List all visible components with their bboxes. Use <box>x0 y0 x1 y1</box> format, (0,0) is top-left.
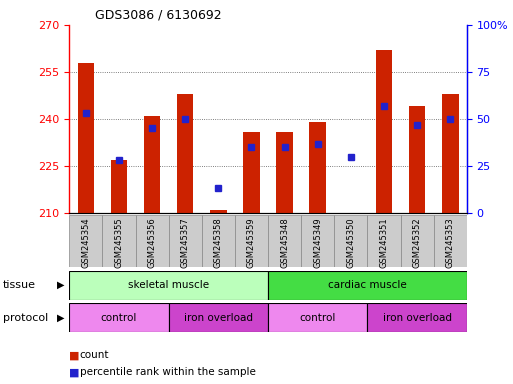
Bar <box>367 303 467 332</box>
Bar <box>442 94 459 213</box>
Text: iron overload: iron overload <box>383 313 451 323</box>
Text: GSM245352: GSM245352 <box>412 218 422 268</box>
Bar <box>243 132 260 213</box>
Bar <box>235 215 268 267</box>
Text: GSM245350: GSM245350 <box>346 218 356 268</box>
Bar <box>409 106 425 213</box>
Bar <box>268 303 367 332</box>
Bar <box>103 215 135 267</box>
Text: ■: ■ <box>69 367 80 377</box>
Text: cardiac muscle: cardiac muscle <box>328 280 407 290</box>
Bar <box>301 215 334 267</box>
Bar <box>169 215 202 267</box>
Text: ▶: ▶ <box>56 280 64 290</box>
Bar <box>268 215 301 267</box>
Text: GSM245356: GSM245356 <box>148 218 156 268</box>
Bar <box>69 215 103 267</box>
Text: GSM245349: GSM245349 <box>313 218 322 268</box>
Bar <box>268 271 467 300</box>
Text: ■: ■ <box>69 350 80 360</box>
Text: iron overload: iron overload <box>184 313 253 323</box>
Text: control: control <box>300 313 336 323</box>
Bar <box>169 303 268 332</box>
Text: percentile rank within the sample: percentile rank within the sample <box>80 367 255 377</box>
Bar <box>69 303 169 332</box>
Text: GDS3086 / 6130692: GDS3086 / 6130692 <box>95 8 222 21</box>
Text: control: control <box>101 313 137 323</box>
Bar <box>144 116 161 213</box>
Bar <box>69 271 268 300</box>
Text: skeletal muscle: skeletal muscle <box>128 280 209 290</box>
Bar <box>401 215 433 267</box>
Text: GSM245358: GSM245358 <box>214 218 223 268</box>
Bar <box>367 215 401 267</box>
Text: GSM245351: GSM245351 <box>380 218 388 268</box>
Bar <box>309 122 326 213</box>
Bar <box>210 210 227 213</box>
Text: GSM245359: GSM245359 <box>247 218 256 268</box>
Text: GSM245355: GSM245355 <box>114 218 124 268</box>
Bar <box>202 215 235 267</box>
Text: count: count <box>80 350 109 360</box>
Bar <box>334 215 367 267</box>
Text: GSM245357: GSM245357 <box>181 218 190 268</box>
Bar <box>177 94 193 213</box>
Text: GSM245348: GSM245348 <box>280 218 289 268</box>
Bar <box>111 160 127 213</box>
Bar <box>277 132 293 213</box>
Bar <box>77 63 94 213</box>
Bar <box>376 50 392 213</box>
Text: GSM245354: GSM245354 <box>82 218 90 268</box>
Text: tissue: tissue <box>3 280 35 290</box>
Text: ▶: ▶ <box>56 313 64 323</box>
Bar <box>433 215 467 267</box>
Text: protocol: protocol <box>3 313 48 323</box>
Text: GSM245353: GSM245353 <box>446 218 455 268</box>
Bar <box>135 215 169 267</box>
